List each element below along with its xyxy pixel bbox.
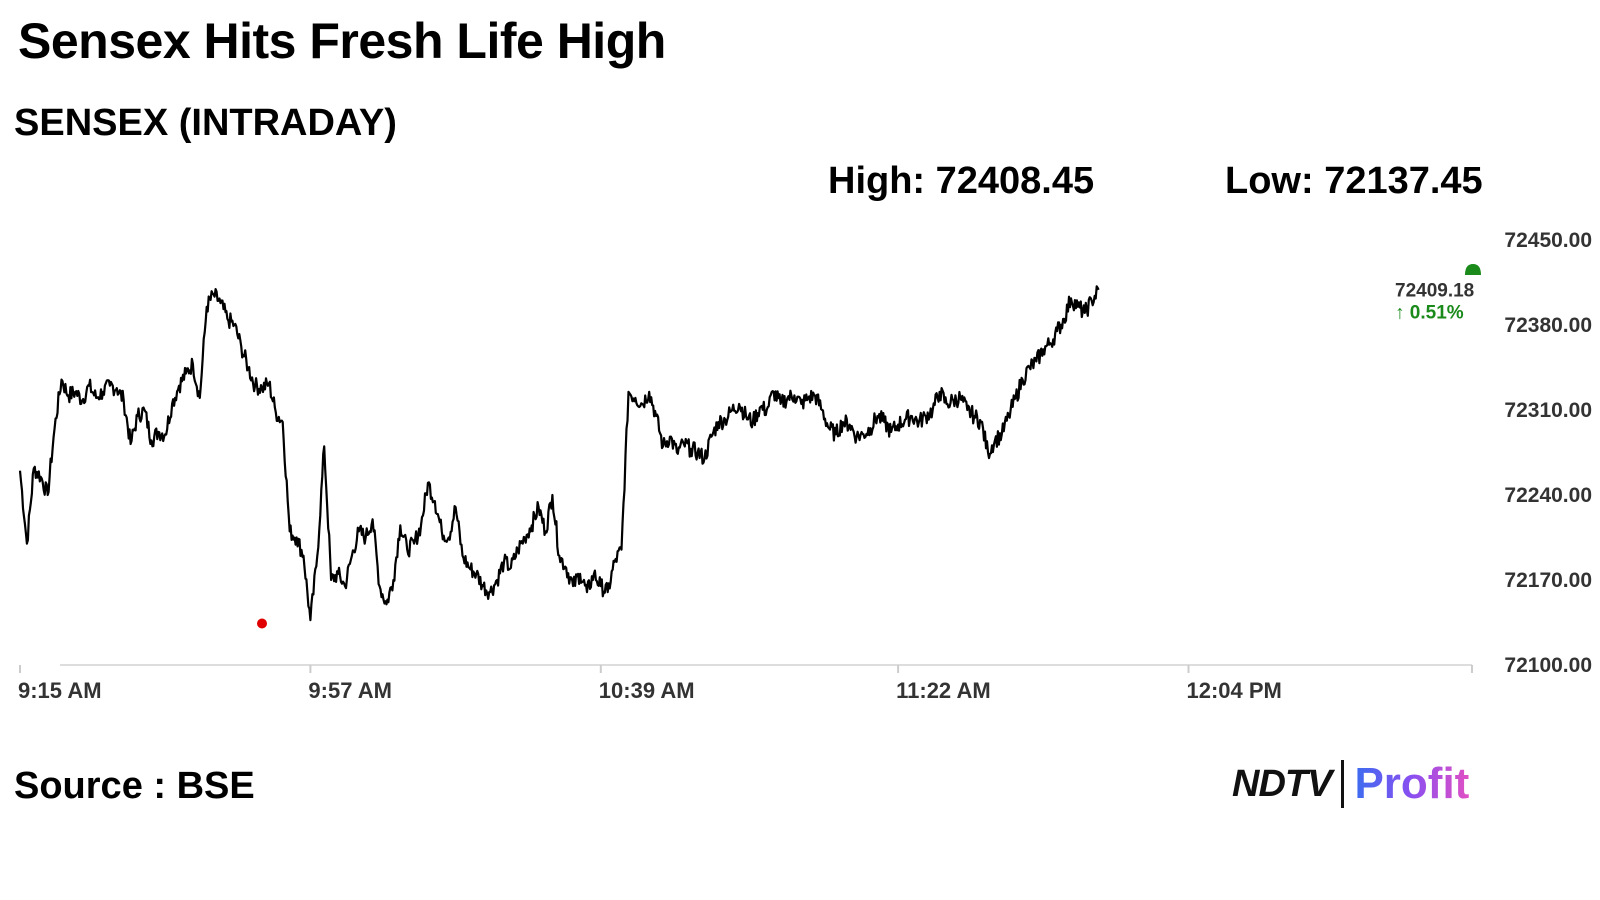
y-tick-label: 72240.00	[1504, 484, 1592, 507]
change-percent-label: ↑ 0.51%	[1395, 303, 1464, 324]
y-tick-label: 72100.00	[1504, 654, 1592, 677]
y-axis-ticks: 72450.00 72380.00 72310.00 72240.00 72170.00…	[1504, 229, 1592, 677]
day-low-marker	[257, 618, 267, 629]
sensex-intraday-chart: 72450.00 72380.00 72310.00 72240.00 72170.00…	[18, 229, 1592, 703]
ndtv-profit-logo: NDTV Profit	[1232, 754, 1469, 814]
x-axis-ticks: 9:15 AM 9:57 AM 10:39 AM 11:22 AM 12:04 PM	[18, 665, 1473, 703]
page-title: Sensex Hits Fresh Life High	[18, 13, 666, 69]
x-tick-label: 10:39 AM	[599, 678, 695, 703]
x-tick-label: 11:22 AM	[896, 678, 991, 703]
bell-icon	[1465, 264, 1481, 275]
change-value: 0.51%	[1410, 303, 1464, 324]
x-tick-label: 9:15 AM	[18, 678, 102, 703]
y-tick-label: 72450.00	[1504, 229, 1592, 252]
up-arrow-icon: ↑	[1395, 303, 1410, 324]
last-value-label: 72409.18	[1395, 281, 1474, 302]
logo-ndtv-text: NDTV	[1232, 762, 1332, 805]
x-tick-label: 9:57 AM	[308, 678, 392, 703]
y-tick-label: 72380.00	[1504, 314, 1592, 337]
x-tick-label: 12:04 PM	[1187, 678, 1282, 703]
logo-profit-text: Profit	[1354, 759, 1470, 808]
y-tick-label: 72170.00	[1504, 569, 1592, 592]
day-low-stat: Low: 72137.45	[1225, 160, 1483, 202]
price-line	[18, 285, 1100, 622]
logo-separator	[1341, 760, 1345, 808]
y-tick-label: 72310.00	[1504, 399, 1592, 422]
day-high-stat: High: 72408.45	[828, 160, 1095, 202]
source-label: Source : BSE	[14, 765, 255, 807]
chart-subtitle: SENSEX (INTRADAY)	[14, 102, 397, 144]
